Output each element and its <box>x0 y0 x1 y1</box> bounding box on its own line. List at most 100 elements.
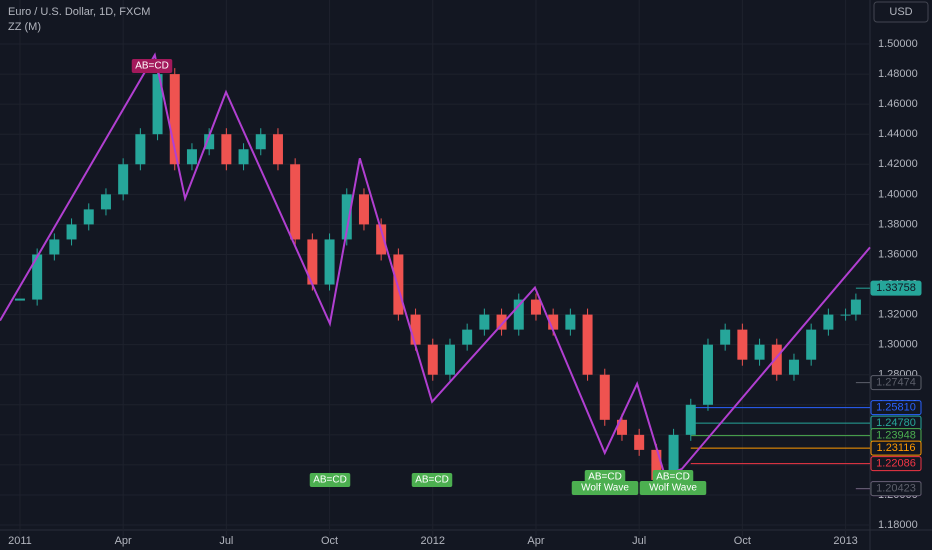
candle <box>66 224 77 240</box>
annotation-box <box>639 481 707 495</box>
candle <box>806 329 817 360</box>
candle <box>49 239 60 255</box>
annotation-label: AB=CD <box>656 472 690 483</box>
candle <box>169 74 180 165</box>
price-label: 1.20423 <box>876 483 916 495</box>
candle <box>771 344 782 375</box>
x-tick-label: Oct <box>321 535 338 547</box>
y-tick-label: 1.42000 <box>878 158 918 170</box>
annotation-label: AB=CD <box>135 61 169 72</box>
price-label-box <box>870 280 922 296</box>
annotation-label: AB=CD <box>313 475 347 486</box>
x-tick-label: 2013 <box>833 535 857 547</box>
price-label: 1.25810 <box>876 402 916 414</box>
y-tick-label: 1.38000 <box>878 218 918 230</box>
price-label: 1.22086 <box>876 458 916 470</box>
annotation-box <box>571 481 639 495</box>
candle <box>582 314 593 375</box>
candle <box>410 314 421 345</box>
indicator-label: ZZ (M) <box>8 21 41 33</box>
candle <box>496 314 507 330</box>
candle <box>702 344 713 405</box>
candle <box>462 329 473 345</box>
candle <box>341 194 352 240</box>
candle <box>83 209 94 225</box>
candle <box>135 134 146 165</box>
candle <box>376 224 387 255</box>
y-tick-label: 1.46000 <box>878 98 918 110</box>
candle <box>393 254 404 315</box>
candle <box>754 344 765 360</box>
annotation-label: AB=CD <box>588 472 622 483</box>
symbol-title: Euro / U.S. Dollar, 1D, FXCM <box>8 6 150 18</box>
candle <box>737 329 748 360</box>
candle <box>307 239 318 285</box>
candle <box>840 314 851 316</box>
candle <box>479 314 490 330</box>
candle <box>668 434 679 480</box>
candle <box>565 314 576 330</box>
y-tick-label: 1.36000 <box>878 248 918 260</box>
candle <box>118 164 129 195</box>
annotation-box <box>411 473 453 487</box>
candle <box>32 254 43 300</box>
price-label-box <box>870 400 922 416</box>
x-tick-label: Apr <box>527 535 544 547</box>
x-tick-label: Apr <box>115 535 132 547</box>
price-label: 1.23948 <box>876 430 916 442</box>
candle <box>530 299 541 315</box>
currency-button[interactable] <box>873 1 929 23</box>
x-tick-label: 2012 <box>421 535 445 547</box>
annotation-box <box>309 473 351 487</box>
x-tick-label: Jul <box>632 535 646 547</box>
candle <box>720 329 731 345</box>
price-label: 1.24780 <box>876 417 916 429</box>
currency-label[interactable]: USD <box>889 6 912 18</box>
x-tick-label: Oct <box>734 535 751 547</box>
candle <box>427 344 438 375</box>
price-label-box <box>870 375 922 391</box>
y-tick-label: 1.30000 <box>878 339 918 351</box>
candle <box>616 419 627 435</box>
candle <box>272 134 283 165</box>
annotation-label: AB=CD <box>415 475 449 486</box>
y-tick-label: 1.18000 <box>878 519 918 531</box>
annotation-box <box>131 59 173 73</box>
candle <box>634 434 645 450</box>
candle <box>100 194 111 210</box>
candle <box>599 374 610 420</box>
candle <box>788 359 799 375</box>
candle <box>685 404 696 435</box>
candle <box>152 74 163 135</box>
price-label: 1.27474 <box>876 377 916 389</box>
price-label-box <box>870 456 922 472</box>
candle <box>513 299 524 330</box>
annotation-label: Wolf Wave <box>581 483 629 494</box>
candle <box>238 149 249 165</box>
candle <box>444 344 455 375</box>
y-tick-label: 1.40000 <box>878 188 918 200</box>
candle <box>850 299 861 315</box>
y-tick-label: 1.32000 <box>878 309 918 321</box>
candle <box>255 134 266 150</box>
candle <box>221 134 232 165</box>
candle <box>651 449 662 480</box>
price-label: 1.33758 <box>876 282 916 294</box>
price-label-box <box>870 481 922 497</box>
annotation-label: Wolf Wave <box>649 483 697 494</box>
candle <box>186 149 197 165</box>
x-tick-label: 2011 <box>8 535 32 547</box>
price-label-box <box>870 440 922 456</box>
candle <box>324 239 335 285</box>
candle <box>290 164 301 240</box>
candle <box>548 314 559 330</box>
annotation-box <box>584 470 626 484</box>
annotation-box <box>652 470 694 484</box>
x-tick-label: Jul <box>219 535 233 547</box>
y-tick-label: 1.48000 <box>878 68 918 80</box>
price-label: 1.23116 <box>877 442 916 454</box>
y-tick-label: 1.50000 <box>878 38 918 50</box>
